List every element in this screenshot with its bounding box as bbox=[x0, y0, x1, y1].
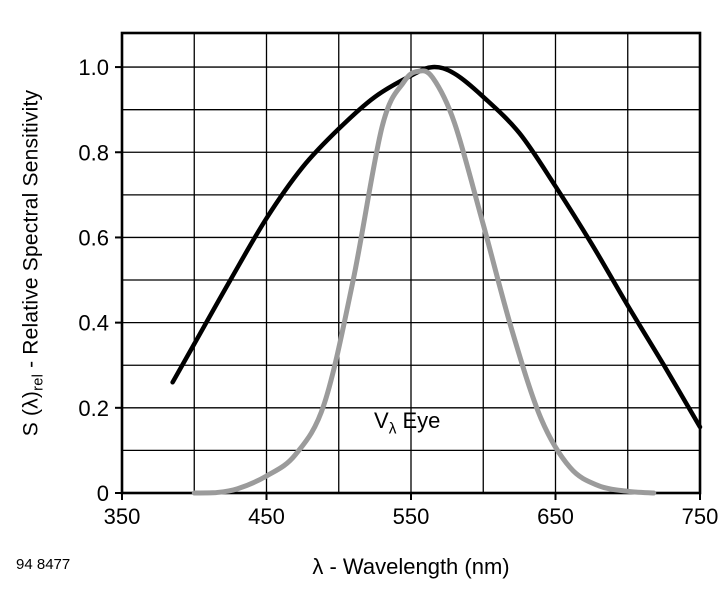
y-tick-label: 0.4 bbox=[78, 311, 109, 336]
figure-number: 94 8477 bbox=[16, 556, 71, 573]
x-tick-label: 550 bbox=[393, 504, 430, 529]
x-axis-label: λ - Wavelength (nm) bbox=[312, 554, 510, 579]
y-tick-label: 0.6 bbox=[78, 225, 109, 250]
curve-eye-curve bbox=[191, 68, 657, 496]
eye-curve-label-lambda: λ bbox=[388, 420, 397, 438]
y-axis-label: S (λ)rel - Relative Spectral Sensitivity bbox=[19, 90, 46, 436]
x-tick-label: 450 bbox=[248, 504, 285, 529]
x-tick-label: 750 bbox=[682, 504, 719, 529]
curve-black-curve bbox=[170, 64, 703, 430]
x-tick-label: 350 bbox=[104, 504, 141, 529]
eye-curve-label-suffix: Eye bbox=[396, 408, 441, 433]
x-tick-label: 650 bbox=[537, 504, 574, 529]
y-axis-label-subscript: rel bbox=[30, 373, 47, 391]
plot-frame bbox=[120, 31, 702, 495]
y-tick-label: 0.2 bbox=[78, 396, 109, 421]
y-tick-label: 0.8 bbox=[78, 140, 109, 165]
y-tick-label: 1.0 bbox=[78, 55, 109, 80]
y-axis-label-prefix: S (λ) bbox=[19, 390, 43, 437]
y-tick-label: 0 bbox=[97, 481, 109, 506]
eye-curve-label-v: V bbox=[374, 408, 389, 433]
eye-curve-label: Vλ Eye bbox=[374, 408, 440, 438]
y-axis-label-suffix: - Relative Spectral Sensitivity bbox=[19, 89, 43, 374]
